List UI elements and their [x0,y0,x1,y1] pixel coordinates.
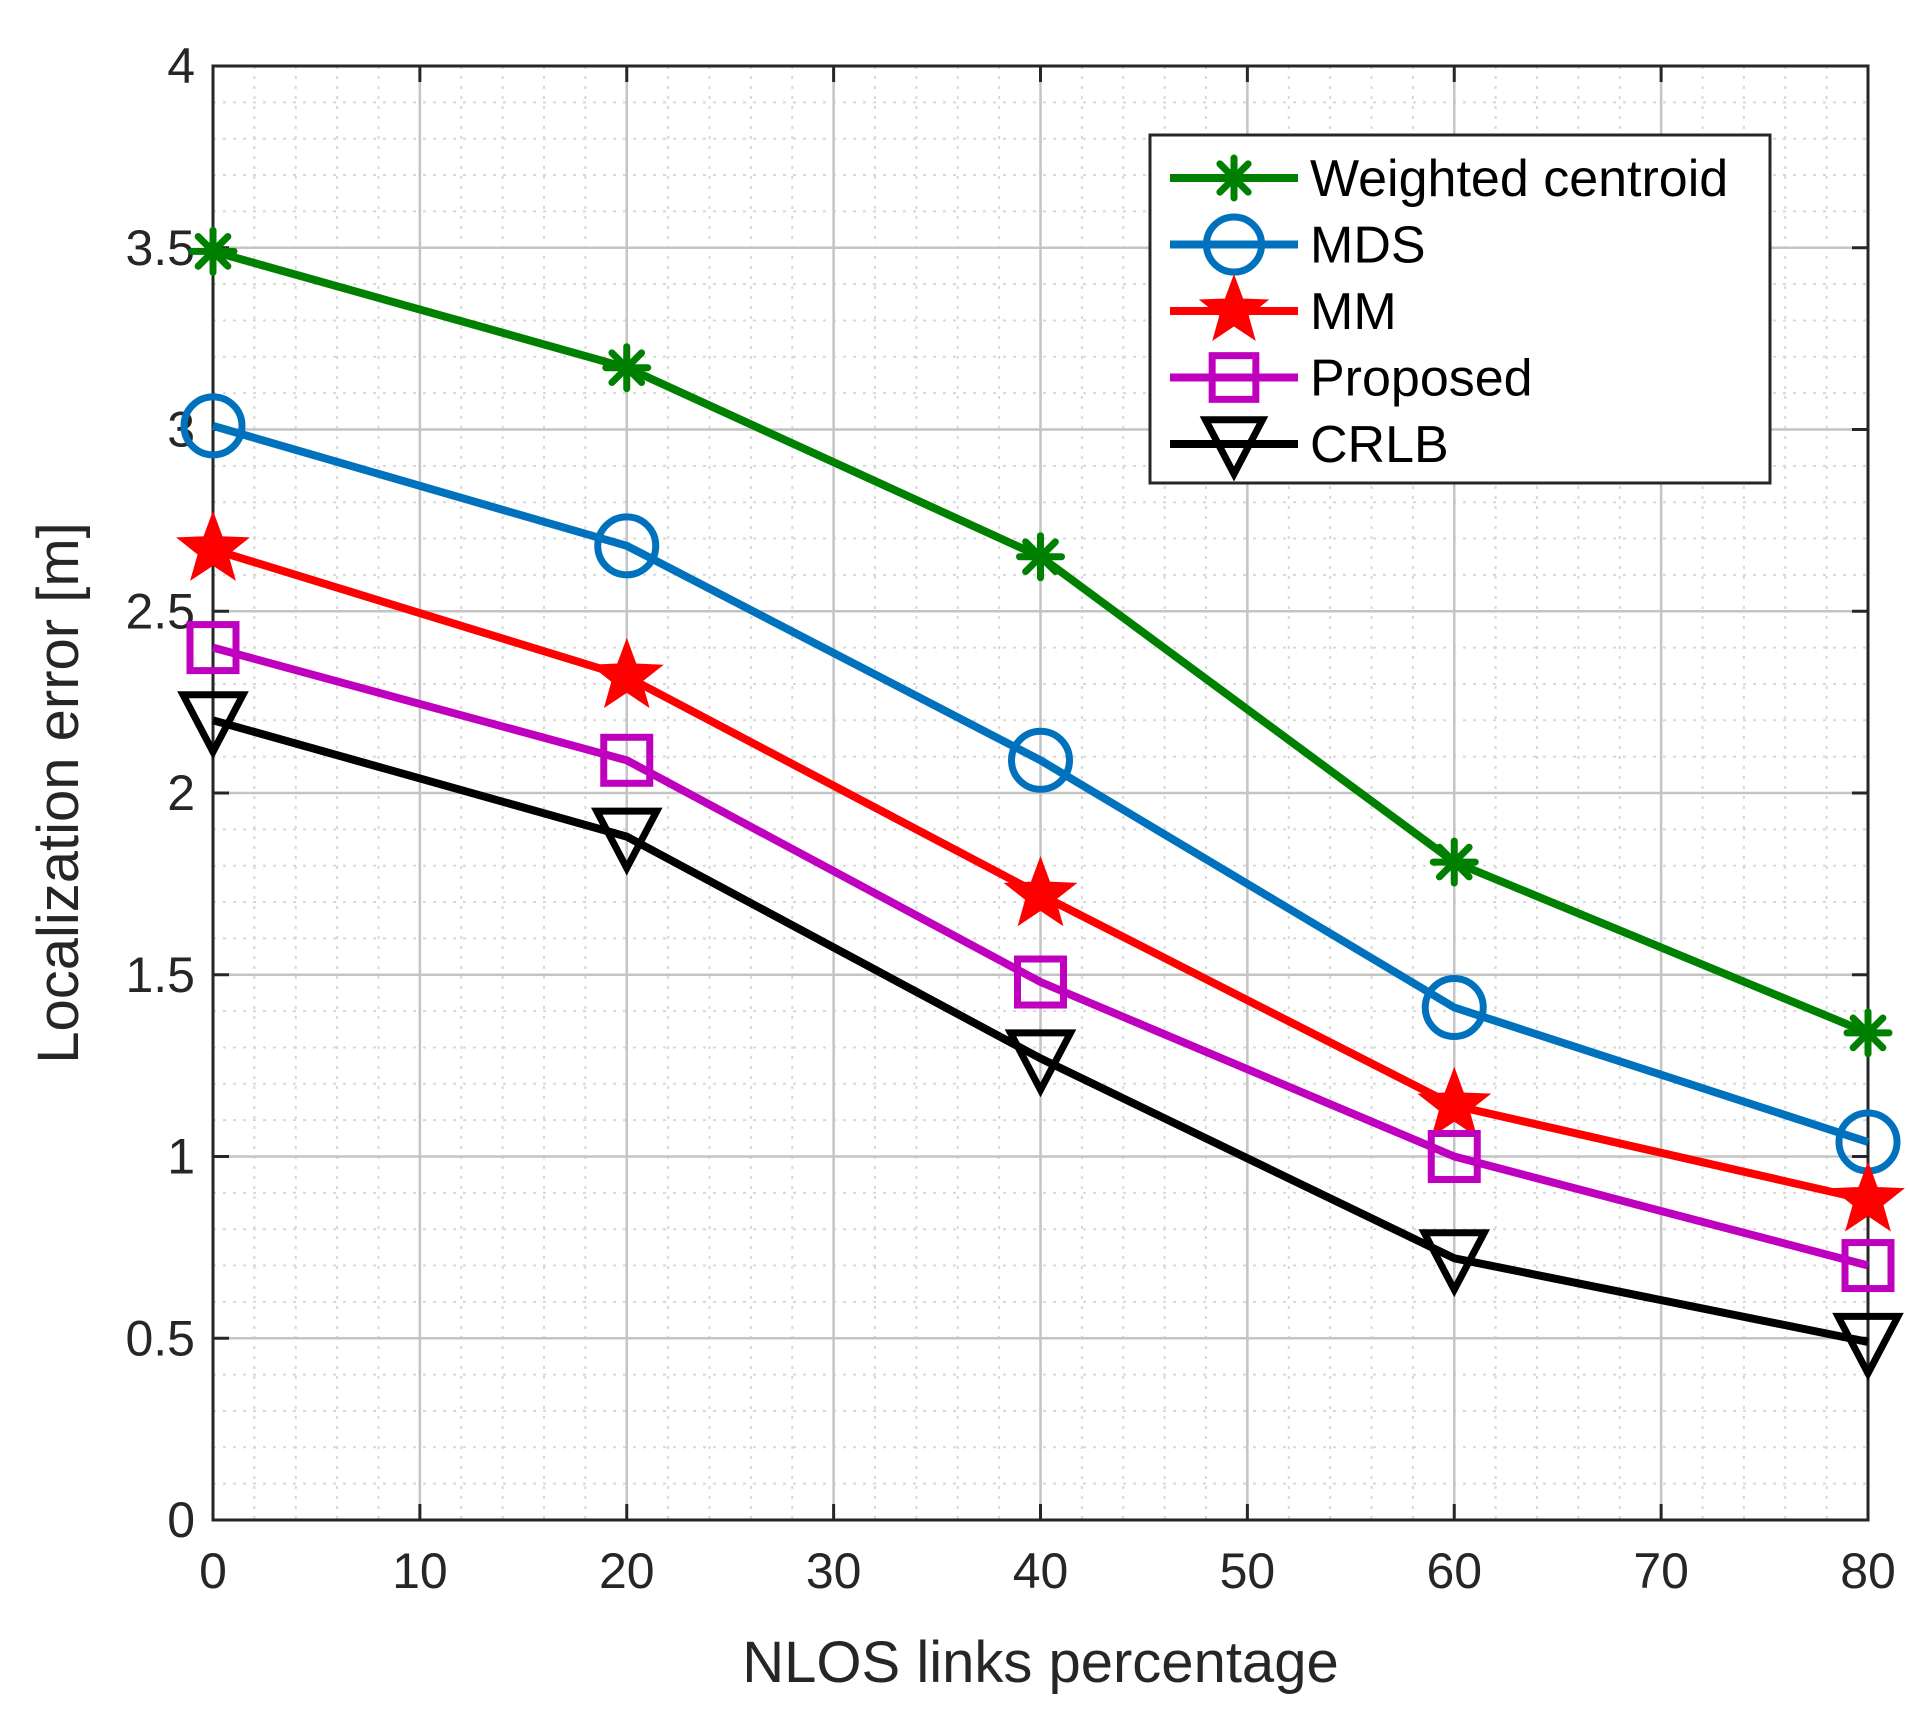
marker-asterisk [602,343,652,393]
marker-triangle-down [590,807,663,876]
asterisk-stroke [1216,160,1252,196]
y-tick-label: 2.5 [125,583,195,639]
marker-circle [1421,974,1487,1040]
legend-entry: MDS [1170,213,1426,276]
x-tick-label: 60 [1426,1543,1482,1599]
series-proposed [186,621,1895,1293]
y-tick-label: 0.5 [125,1310,195,1366]
marker-square [1427,1130,1481,1183]
legend-entry: MM [1170,273,1397,342]
marker-star [1003,855,1078,927]
legend-label: MM [1310,283,1397,341]
marker-triangle-down [1004,1029,1077,1098]
x-tick-label: 20 [599,1543,655,1599]
marker-square [1014,955,1067,1009]
series-line [211,643,1870,1270]
asterisk-stroke [1849,1014,1887,1052]
marker-circle [594,513,660,579]
series-crlb [177,691,1904,1381]
x-tick-label: 30 [806,1543,862,1599]
asterisk-stroke [194,233,232,270]
legend-label: Proposed [1310,350,1533,408]
x-axis-label: NLOS links percentage [742,1630,1338,1695]
marker-triangle-down [1199,416,1269,482]
legend-entry: Weighted centroid [1170,150,1728,208]
x-tick-label: 70 [1633,1543,1689,1599]
y-tick-label: 1 [167,1129,195,1185]
x-tick-label: 80 [1840,1543,1896,1599]
y-tick-label: 2 [167,765,195,821]
y-tick-label: 4 [167,38,195,94]
x-tick-label: 10 [392,1543,448,1599]
legend-label: MDS [1310,217,1426,275]
y-axis-label: Localization error [m] [26,522,91,1064]
asterisk-stroke [1022,538,1059,576]
marker-asterisk [1429,837,1479,887]
series-weighted-centroid [188,226,1893,1058]
series [176,226,1905,1381]
marker-star [1198,273,1270,342]
asterisk-stroke [608,349,646,387]
y-tick-label: 0 [167,1492,195,1548]
axes [211,64,1870,1522]
asterisk-stroke [1435,843,1473,881]
series-line [211,716,1869,1346]
legend: Weighted centroid MDS MM Proposed CRLB [1148,133,1772,485]
marker-asterisk [1016,532,1065,582]
marker-asterisk [1210,154,1258,202]
marker-square [600,733,654,787]
series-line [211,422,1870,1146]
marker-circle [1202,213,1266,276]
marker-circle [1008,727,1073,793]
legend-entry: Proposed [1170,350,1533,408]
marker-star [176,510,250,581]
x-tick-label: 40 [1013,1543,1069,1599]
marker-triangle-down [177,691,249,760]
marker-asterisk [188,226,238,276]
y-tick-label: 3.5 [125,220,195,276]
x-tick-label: 0 [199,1543,227,1599]
marker-triangle-down [1418,1229,1491,1298]
marker-star [1831,1161,1905,1232]
marker-star [589,637,664,709]
legend-label: Weighted centroid [1310,150,1728,208]
marker-square [186,621,240,675]
marker-square [1841,1239,1895,1293]
marker-circle [180,393,246,459]
series-mm [176,510,1905,1232]
marker-star [1417,1066,1492,1138]
y-tick-label: 1.5 [125,947,195,1003]
marker-square [1208,352,1260,403]
legend-label: CRLB [1310,416,1449,474]
x-tick-label: 50 [1220,1543,1276,1599]
marker-triangle-down [1832,1312,1904,1381]
marker-asterisk [1843,1008,1893,1058]
legend-entry: CRLB [1170,416,1449,482]
